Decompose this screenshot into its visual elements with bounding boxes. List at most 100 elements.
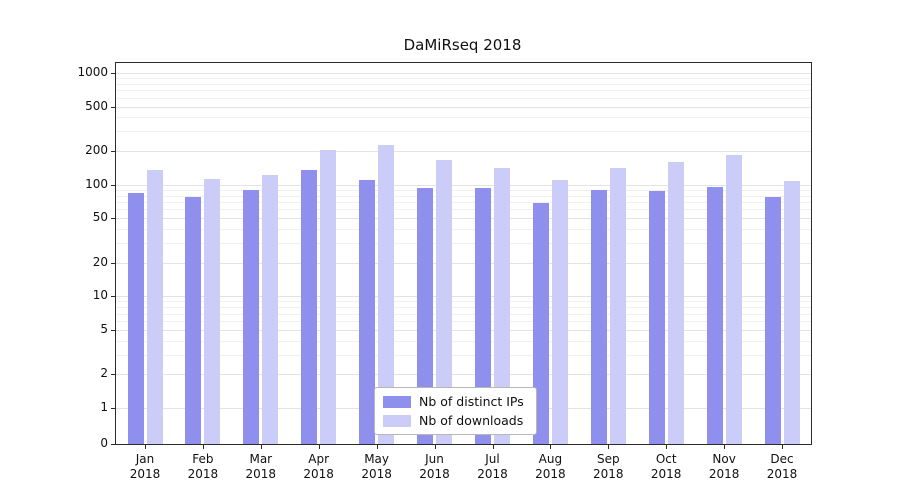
gridline — [116, 218, 811, 220]
x-tick — [260, 444, 262, 449]
y-tick — [111, 444, 116, 445]
y-tick — [111, 73, 116, 74]
x-tick-month: Jan — [135, 452, 155, 466]
y-tick-label: 200 — [85, 143, 108, 158]
bar-downloads-aug — [551, 180, 568, 444]
bar-ips-jul — [475, 188, 491, 444]
y-tick-label: 50 — [92, 210, 108, 225]
gridline — [116, 374, 811, 376]
x-tick — [724, 444, 726, 449]
y-tick — [111, 262, 116, 264]
gridline — [116, 243, 811, 245]
y-tick — [111, 374, 116, 376]
x-tick — [782, 444, 783, 449]
gridline — [116, 262, 811, 264]
y-tick — [111, 184, 116, 186]
y-tick — [111, 296, 116, 298]
y-tick — [111, 106, 116, 108]
x-tick-month: Nov — [712, 452, 736, 466]
bar-ips-mar — [243, 189, 260, 444]
x-tick-year: 2018 — [245, 467, 277, 481]
x-tick — [666, 444, 668, 449]
x-tick-label: Sep 2018 — [579, 452, 637, 482]
gridline — [116, 296, 811, 298]
gridline — [116, 131, 811, 133]
gridline — [116, 189, 811, 191]
x-tick-label: Apr 2018 — [290, 452, 348, 482]
bar-ips-may — [359, 180, 376, 444]
legend-label: Nb of downloads — [419, 413, 524, 428]
gridline — [116, 184, 811, 186]
y-tick-label: 500 — [85, 98, 108, 113]
x-tick-year: 2018 — [419, 467, 450, 481]
legend: Nb of distinct IPs Nb of downloads — [374, 387, 537, 435]
x-tick-label: Jul 2018 — [464, 452, 522, 482]
legend-swatch — [383, 395, 411, 408]
x-tick-label: Oct 2018 — [637, 452, 695, 482]
gridline — [116, 73, 811, 74]
gridline — [116, 354, 811, 356]
bar-downloads-jul — [494, 168, 510, 444]
x-tick-year: 2018 — [708, 467, 740, 481]
gridline — [116, 301, 811, 303]
x-tick — [608, 444, 610, 449]
x-tick-year: 2018 — [303, 467, 334, 481]
x-tick-label: Feb 2018 — [174, 452, 232, 482]
plot-area: 0 1 2 5 10 20 50 100 200 500 1000 Jan 2018 Feb 2018 Mar… — [77, 62, 812, 481]
y-tick-label: 100 — [85, 176, 108, 191]
x-tick — [376, 444, 378, 449]
x-tick-year: 2018 — [477, 467, 508, 481]
y-tick-label: 5 — [100, 321, 108, 336]
bar-downloads-apr — [320, 149, 337, 444]
legend-label: Nb of distinct IPs — [419, 394, 524, 409]
bar-ips-dec — [764, 196, 781, 444]
y-tick — [111, 329, 116, 331]
x-tick-year: 2018 — [187, 467, 219, 481]
bar-ips-feb — [185, 196, 202, 444]
x-tick-month: Mar — [249, 452, 273, 466]
x-tick — [145, 444, 146, 449]
x-tick-month: Jun — [425, 452, 444, 466]
gridline — [116, 78, 811, 80]
y-tick-label: 2 — [100, 366, 108, 381]
gridline — [116, 202, 811, 203]
x-tick — [318, 444, 320, 449]
x-tick-month: Aug — [538, 452, 563, 466]
x-tick-year: 2018 — [535, 467, 566, 481]
bar-downloads-nov — [725, 155, 742, 444]
x-tick-year: 2018 — [766, 467, 798, 481]
gridline — [116, 340, 811, 342]
x-tick — [202, 444, 204, 449]
y-tick-label: 0 — [100, 436, 108, 450]
x-tick-label: May 2018 — [348, 452, 406, 482]
x-tick-month: May — [364, 452, 389, 466]
x-tick-label: Nov 2018 — [695, 452, 753, 482]
gridline — [116, 307, 811, 309]
x-tick-year: 2018 — [650, 467, 682, 481]
gridline — [116, 106, 811, 108]
gridline — [116, 83, 811, 85]
bar-ips-oct — [648, 191, 665, 444]
gridline — [116, 117, 811, 119]
legend-item: Nb of downloads — [383, 413, 524, 428]
bar-ips-apr — [301, 170, 318, 444]
x-tick-month: Feb — [192, 452, 214, 466]
bar-ips-jun — [417, 188, 433, 444]
bar-downloads-mar — [262, 175, 279, 444]
bar-ips-sep — [590, 189, 607, 444]
y-tick-label: 1000 — [77, 65, 108, 79]
bar-ips-aug — [532, 203, 549, 444]
x-tick-year: 2018 — [361, 467, 392, 481]
x-tick-month: Apr — [308, 452, 330, 466]
x-tick — [550, 444, 552, 449]
chart-title: DaMiRseq 2018 — [403, 36, 522, 54]
y-tick — [111, 408, 116, 409]
y-tick-label: 20 — [92, 254, 108, 269]
x-tick-month: Sep — [596, 452, 620, 466]
bar-downloads-jun — [436, 160, 452, 444]
x-tick — [492, 444, 494, 449]
gridline — [116, 313, 811, 315]
gridline — [116, 209, 811, 211]
gridline — [116, 90, 811, 92]
